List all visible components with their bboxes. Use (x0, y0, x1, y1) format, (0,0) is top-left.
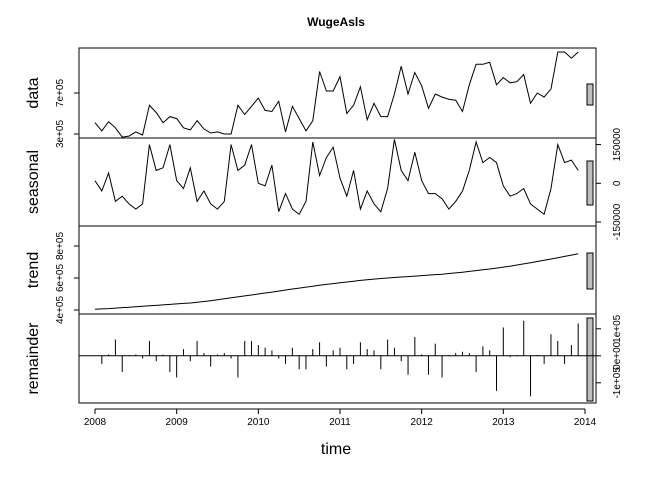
x-tick-label: 2013 (492, 417, 515, 428)
panel-label-data: data (25, 77, 42, 108)
y-tick-label: 0e+00 (612, 341, 623, 370)
series-line-seasonal (94, 139, 579, 216)
y-tick-label: -1e+05 (612, 367, 623, 399)
series-line-trend (94, 253, 579, 310)
panel-frame (78, 313, 597, 404)
y-tick-label: 4e+05 (55, 296, 66, 325)
panel-frame (78, 137, 597, 227)
panel-frame (78, 47, 597, 139)
scale-bar (586, 160, 594, 206)
panel-data: data 3e+05 7e+05 (25, 47, 597, 149)
panels: data 3e+05 7e+05 seasonal -150000 0 150000 tren… (25, 47, 623, 404)
x-tick-label: 2011 (329, 417, 351, 428)
panel-seasonal: seasonal -150000 0 150000 (25, 127, 623, 240)
y-tick-label: 6e+05 (55, 264, 66, 293)
scale-bar (586, 83, 594, 106)
x-tick-label: 2010 (247, 417, 270, 428)
chart-title: WugeAsls (307, 15, 365, 29)
x-tick-label: 2008 (84, 417, 107, 428)
y-tick-label: 150000 (612, 127, 623, 161)
panel-trend: trend 4e+05 6e+05 8e+05 (25, 225, 597, 325)
panel-label-remainder: remainder (25, 322, 42, 395)
y-tick-label: 1e+05 (612, 314, 623, 343)
series-line-data (94, 51, 579, 138)
x-axis-label: time (321, 441, 351, 458)
y-tick-label: -150000 (612, 203, 623, 240)
y-tick-label: 7e+05 (55, 79, 66, 108)
y-tick-label: 0 (612, 180, 623, 186)
scale-bar (586, 317, 594, 402)
panel-label-trend: trend (25, 252, 42, 288)
x-tick-label: 2012 (411, 417, 434, 428)
panel-label-seasonal: seasonal (25, 150, 42, 214)
scale-bar (586, 252, 594, 290)
panel-frame (78, 225, 597, 315)
x-axis: 2008 2009 2010 2011 2012 2013 2014 (84, 408, 597, 428)
y-tick-label: 8e+05 (55, 232, 66, 261)
y-tick-label: 3e+05 (55, 120, 66, 149)
x-tick-label: 2009 (166, 417, 189, 428)
x-tick-label: 2014 (574, 417, 597, 428)
